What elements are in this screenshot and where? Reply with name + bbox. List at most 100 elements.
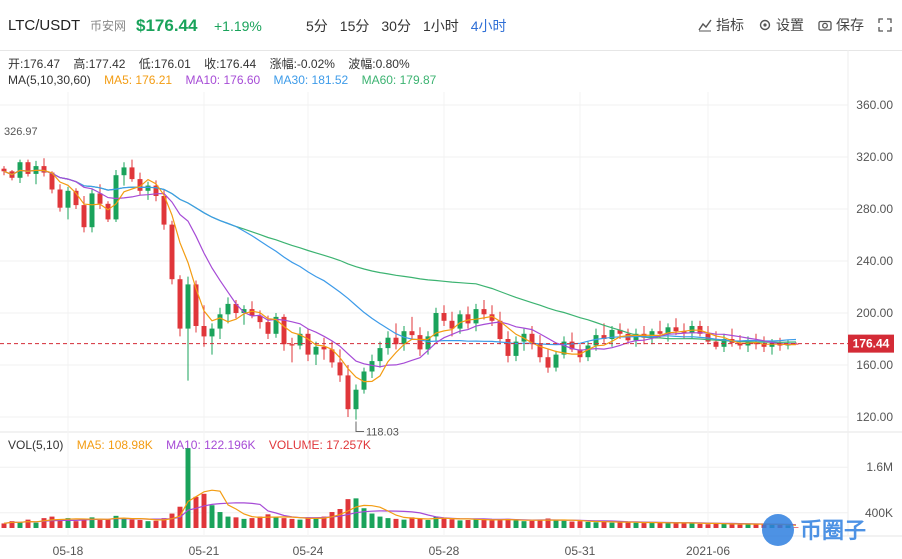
candle-body [673, 327, 679, 332]
volume-bar [721, 523, 727, 528]
volume-bar [545, 518, 551, 528]
candle-body [337, 362, 343, 376]
ma10-legend: MA10: 176.60 [185, 73, 261, 87]
volume-bar [385, 518, 391, 528]
candle-body [257, 315, 263, 323]
volume-bar [73, 521, 79, 528]
candle-body [169, 224, 175, 280]
candle-body [561, 341, 567, 355]
candle [481, 300, 487, 320]
watermark-logo-icon [762, 514, 794, 546]
volume-bar [33, 522, 39, 528]
pair-title: LTC/USDT [8, 17, 81, 34]
volume-bar [321, 516, 327, 528]
volume-bar [329, 512, 335, 528]
indicator-button[interactable]: 指标 [698, 15, 744, 35]
candle [705, 326, 711, 345]
candle-body [489, 314, 495, 321]
candle [241, 305, 247, 325]
chart-header: LTC/USDT 币安网 $176.44 +1.19% 5分 15分 30分 1… [0, 0, 902, 51]
settings-label: 设置 [776, 17, 804, 33]
candle-body [761, 344, 767, 347]
candle-body [129, 167, 135, 180]
candle-body [361, 371, 367, 390]
candle-body [385, 337, 391, 349]
candle-body [601, 335, 607, 339]
candle [537, 335, 543, 363]
candle-body [353, 389, 359, 410]
volume-bar [537, 519, 543, 528]
ma5-line [3, 169, 797, 383]
interval-30m[interactable]: 30分 [381, 18, 411, 34]
interval-4h[interactable]: 4小时 [470, 18, 507, 34]
volume-bar [481, 519, 487, 528]
price-change: +1.19% [214, 18, 262, 34]
candle-body [273, 316, 279, 334]
vol-tick-label: 400K [865, 506, 893, 520]
volume-bar [473, 518, 479, 528]
volume-bars-group [1, 448, 799, 528]
candle-body [65, 190, 71, 208]
candle [409, 316, 415, 339]
volume-bar [625, 522, 631, 528]
candle-body [417, 335, 423, 350]
volume-bar [529, 520, 535, 528]
candle-body [281, 316, 287, 345]
volume-bar [369, 513, 375, 528]
ohlc-amplitude: 波幅:0.80% [348, 57, 410, 71]
volume-bar [593, 522, 599, 528]
current-price: $176.44 [136, 16, 198, 35]
candle-body [265, 322, 271, 334]
volume-bar [297, 519, 303, 528]
low-marker [355, 421, 364, 433]
volume-bar [577, 521, 583, 528]
volume-bar [57, 520, 63, 528]
ma-legend: MA(5,10,30,60) MA5: 176.21 MA10: 176.60 … [8, 73, 446, 87]
interval-15m[interactable]: 15分 [339, 18, 370, 34]
interval-1h[interactable]: 1小时 [422, 18, 459, 34]
volume-bar [201, 493, 207, 528]
volume-bar [673, 523, 679, 528]
candle-body [505, 339, 511, 356]
candle [201, 305, 207, 347]
candle-body [393, 337, 399, 345]
candle [65, 186, 71, 220]
volume-bar [449, 519, 455, 528]
candle [121, 162, 127, 186]
volume-bar [497, 520, 503, 528]
candle [137, 172, 143, 195]
candle [177, 275, 183, 337]
candle-body [737, 342, 743, 346]
ma-legend-title: MA(5,10,30,60) [8, 73, 91, 87]
candle [33, 160, 39, 185]
candle-body [249, 309, 255, 316]
candle-body [569, 341, 575, 350]
ma60-line [3, 169, 797, 343]
candle-body [449, 320, 455, 329]
high-label: 326.97 [4, 126, 38, 138]
candle-body [201, 326, 207, 337]
volume-bar [633, 522, 639, 528]
candle [1, 166, 7, 176]
settings-button[interactable]: 设置 [758, 15, 804, 35]
candle-body [241, 309, 247, 313]
candle-body [329, 349, 335, 363]
candle [73, 188, 79, 209]
ohlc-low: 低:176.01 [138, 57, 191, 71]
volume-bar [641, 523, 647, 528]
volume-bar [305, 517, 311, 528]
ohlc-open: 开:176.47 [8, 57, 61, 71]
candle [553, 350, 559, 372]
candle-body [537, 344, 543, 358]
save-button[interactable]: 保存 [818, 15, 864, 35]
candle-body [529, 333, 535, 345]
fullscreen-button[interactable] [878, 18, 892, 32]
volume-bar [657, 522, 663, 528]
volume-bar [137, 520, 143, 528]
watermark-text: 币圈子 [800, 518, 866, 543]
volume-bar [161, 518, 167, 528]
last-price-tag [848, 334, 894, 353]
interval-5m[interactable]: 5分 [306, 18, 328, 34]
candle-body [665, 327, 671, 334]
